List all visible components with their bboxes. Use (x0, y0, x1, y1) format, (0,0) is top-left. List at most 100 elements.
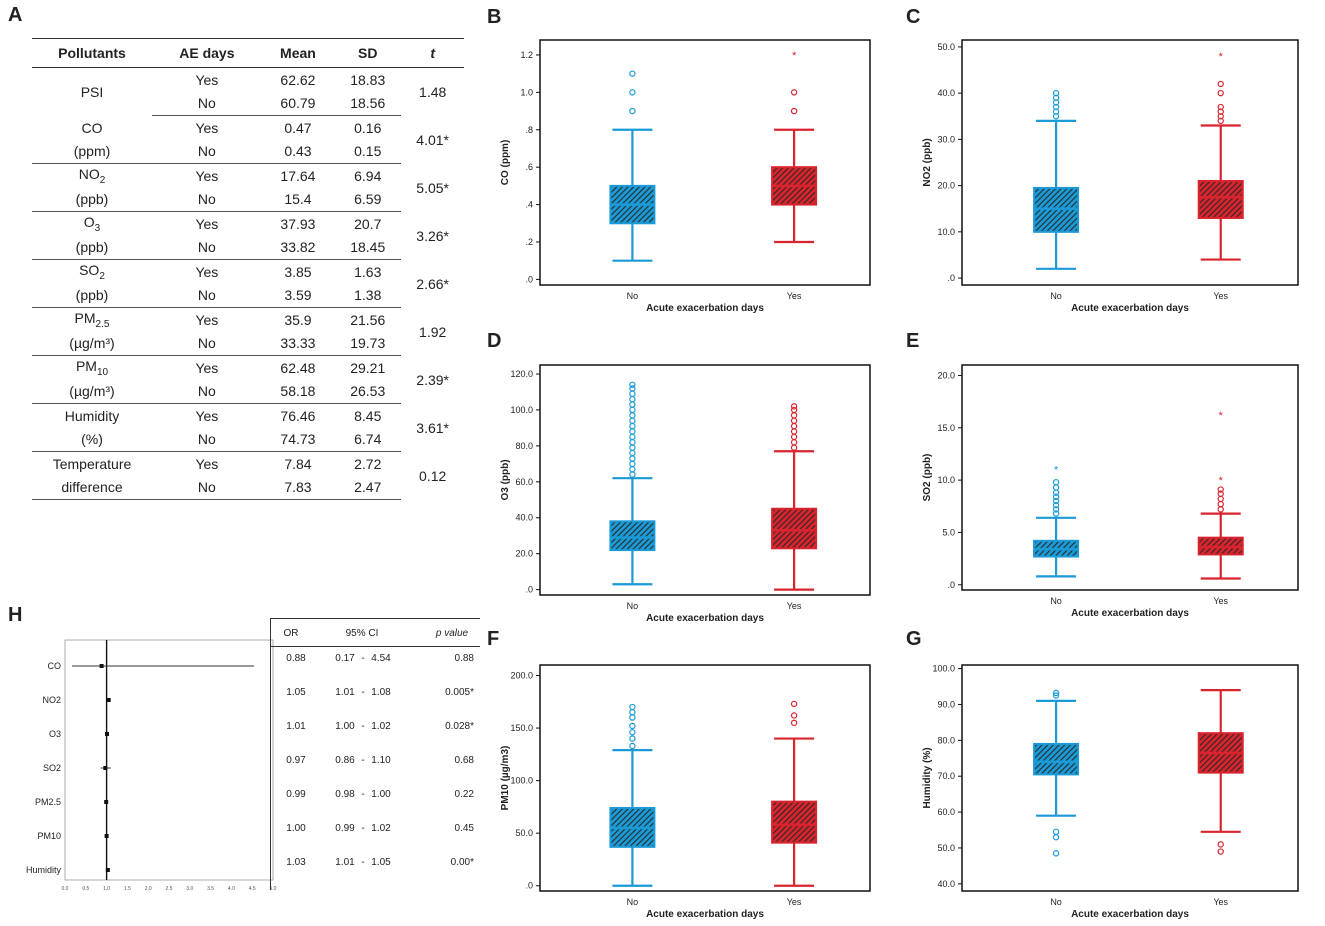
outlier-point (629, 460, 636, 468)
ci-lower: 1.00 (335, 721, 355, 732)
outlier-point (1217, 495, 1224, 503)
t-value-cell: 5.05* (416, 179, 449, 196)
p-value: 0.22 (454, 789, 474, 800)
pollutant-name-text: NO (78, 165, 100, 182)
ci-upper: 1.02 (371, 721, 391, 732)
y-tick-label: 120.0 (510, 369, 533, 379)
odds-ratio-marker (106, 698, 111, 702)
outlier-point (1052, 479, 1060, 486)
sd-cell: 6.59 (334, 187, 402, 212)
pollutant-unit: (ppb) (32, 187, 152, 212)
outlier-point (790, 412, 798, 419)
forest-header: OR (283, 628, 299, 639)
outlier-point (790, 417, 798, 424)
ci-separator: - (361, 687, 365, 698)
outlier-point (790, 403, 798, 410)
x-tick-label: Yes (1213, 897, 1228, 907)
y-tick-label: .6 (525, 162, 533, 172)
mean-cell: 33.33 (261, 331, 335, 356)
y-tick-label: 15.0 (937, 423, 955, 433)
sd-cell: 18.83 (350, 71, 386, 88)
y-tick-label: 60.0 (937, 807, 955, 817)
y-axis-label: PM10 (µg/m3) (500, 746, 511, 811)
ci-lower: 0.86 (335, 755, 355, 766)
pollutant-unit: (%) (32, 427, 152, 452)
pollutant-unit: (ppb) (32, 235, 152, 260)
y-tick-label: .8 (525, 125, 533, 135)
y-tick-label: 5.0 (942, 527, 955, 537)
t-value-cell: 2.39* (416, 371, 449, 388)
ci-upper: 1.00 (371, 789, 391, 800)
mean-cell: 7.83 (261, 475, 335, 500)
x-tick-label: Yes (1213, 291, 1228, 301)
outlier-point (790, 700, 798, 708)
mean-cell: 74.73 (261, 427, 335, 452)
table-header: Pollutants (32, 38, 152, 68)
outlier-point (1217, 80, 1224, 88)
table-row: NO2 Yes 17.64 6.94 5.05* (32, 164, 464, 196)
pollutant-name-text: PM (75, 357, 97, 374)
odds-ratio-marker (99, 664, 104, 668)
y-tick-label: 10.0 (937, 475, 955, 485)
pollutant-name: CO (32, 116, 152, 140)
y-axis-label: SO2 (ppb) (922, 454, 933, 502)
y-tick-label: 1.2 (520, 50, 533, 60)
ci-upper: 1.05 (371, 857, 391, 868)
outlier-point (790, 439, 798, 446)
forest-header-rule (270, 646, 480, 647)
panel-label-h: H (8, 604, 23, 626)
outlier-point (629, 412, 636, 419)
x-tick-label: 0.0 (62, 886, 69, 892)
pollutant-name: Temperature (32, 452, 152, 476)
outlier-point (629, 714, 636, 721)
forest-row-label: SO2 (43, 763, 61, 773)
ae-days-cell: Yes (195, 119, 219, 136)
extreme-point: * (792, 50, 797, 62)
x-tick-label: 5.0 (270, 886, 277, 892)
ci-upper: 1.02 (371, 823, 391, 834)
panel-label-g: G (906, 628, 922, 650)
y-tick-label: .0 (525, 881, 533, 891)
x-axis-label: Acute exacerbation days (646, 303, 764, 314)
plot-frame (961, 664, 1299, 892)
pollutant-name: NO2 (32, 164, 152, 188)
panel-label-e: E (906, 330, 920, 352)
table-header: Mean (261, 38, 335, 68)
forest-row-label: NO2 (42, 695, 61, 705)
forest-plot: 0.0 0.5 1.0 1.5 2.0 2.5 3.0 3.5 4.0 4.5 5.0 CO NO2 O3… (26, 639, 277, 892)
table-row: (ppm) No 0.43 0.15 (32, 139, 464, 164)
plot-frame (539, 664, 871, 892)
pollutant-unit: (ppb) (32, 283, 152, 308)
ae-days-cell: Yes (195, 311, 219, 328)
pollutant-subscript: 2 (99, 174, 106, 186)
x-tick-label: 1.0 (103, 886, 110, 892)
outlier-point (629, 449, 636, 457)
forest-header-rule (270, 618, 480, 619)
outlier-point (629, 70, 636, 77)
odds-ratio-marker (104, 834, 109, 838)
y-tick-label: 80.0 (515, 441, 533, 451)
outlier-point (629, 401, 636, 408)
outlier-point (629, 428, 636, 435)
outlier-point (1052, 833, 1060, 841)
outlier-point (1217, 848, 1224, 855)
ci-upper: 1.10 (371, 755, 391, 766)
y-tick-label: 70.0 (937, 771, 955, 781)
x-tick-label: No (627, 291, 639, 301)
outlier-point (629, 417, 636, 424)
mean-cell: 62.48 (280, 359, 316, 376)
mean-cell: 60.79 (261, 91, 335, 116)
outlier-point (629, 422, 636, 430)
y-axis-label: O3 (ppb) (500, 459, 511, 500)
table-row: (ppb) No 3.59 1.38 (32, 283, 464, 308)
y-tick-label: 20.0 (937, 181, 955, 191)
ae-days-cell: Yes (195, 215, 219, 232)
pollutant-name: PM10 (32, 356, 152, 380)
ae-days-cell: Yes (195, 359, 219, 376)
outlier-point (1052, 497, 1060, 505)
pollutant-unit: (µg/m³) (32, 379, 152, 404)
mean-cell: 0.43 (261, 139, 335, 164)
ae-days-cell: Yes (195, 455, 219, 472)
outlier-point (1052, 89, 1060, 97)
x-axis-label: Acute exacerbation days (1071, 909, 1189, 920)
